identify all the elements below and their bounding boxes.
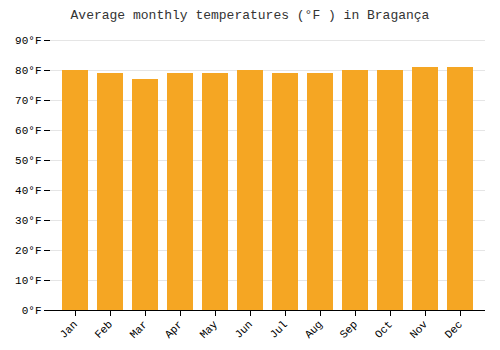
svg-text:Feb: Feb (93, 318, 115, 340)
svg-text:90°F: 90°F (15, 35, 41, 47)
svg-text:30°F: 30°F (15, 215, 41, 227)
svg-text:60°F: 60°F (15, 125, 41, 137)
svg-text:10°F: 10°F (15, 275, 41, 287)
svg-text:Oct: Oct (373, 318, 395, 340)
html-text:Average monthly temperatures (: Average monthly temperatures (°F ) in Br… (70, 8, 430, 23)
svg-text:50°F: 50°F (15, 155, 41, 167)
svg-text:Apr: Apr (163, 318, 185, 340)
svg-text:0°F: 0°F (22, 305, 42, 317)
svg-text:Nov: Nov (408, 318, 431, 341)
svg-text:70°F: 70°F (15, 95, 41, 107)
svg-text:Mar: Mar (128, 318, 150, 340)
svg-text:Sep: Sep (338, 318, 360, 340)
svg-text:May: May (198, 318, 221, 341)
svg-text:20°F: 20°F (15, 245, 41, 257)
svg-text:Jun: Jun (233, 318, 255, 340)
svg-text:40°F: 40°F (15, 185, 41, 197)
svg-text:80°F: 80°F (15, 65, 41, 77)
svg-text:Jan: Jan (58, 318, 80, 340)
svg-text:Aug: Aug (303, 318, 325, 340)
svg-text:Dec: Dec (443, 318, 465, 340)
svg-text:Jul: Jul (268, 318, 290, 340)
